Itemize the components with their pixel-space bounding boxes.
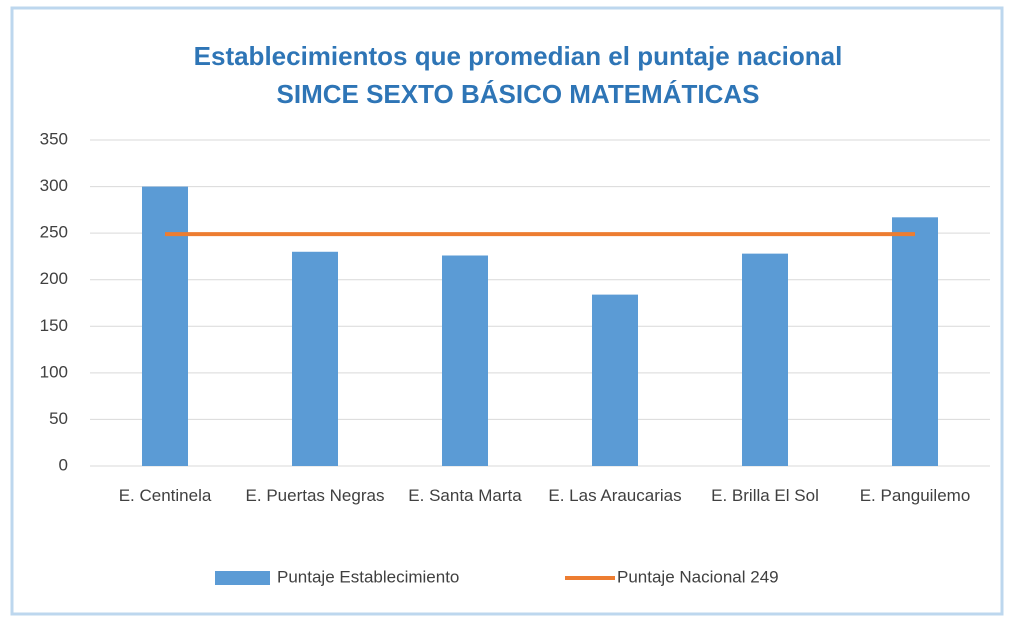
bar (892, 217, 938, 466)
bar (592, 294, 638, 466)
legend-label: Puntaje Nacional 249 (617, 567, 779, 586)
chart-subtitle: SIMCE SEXTO BÁSICO MATEMÁTICAS (277, 79, 760, 109)
bar (292, 251, 338, 466)
y-tick-label: 350 (40, 129, 68, 148)
x-tick-label: E. Las Araucarias (548, 486, 682, 505)
y-tick-label: 50 (49, 409, 68, 428)
chart-title: Establecimientos que promedian el puntaj… (194, 41, 843, 71)
bar (442, 255, 488, 466)
legend-label: Puntaje Establecimiento (277, 567, 459, 586)
chart-border (10, 6, 1004, 616)
bar (742, 253, 788, 466)
y-tick-label: 150 (40, 316, 68, 335)
x-tick-label: E. Panguilemo (859, 486, 971, 505)
y-tick-label: 300 (40, 176, 68, 195)
y-tick-label: 200 (40, 269, 68, 288)
bar (142, 186, 188, 467)
x-tick-label: E. Brilla El Sol (711, 486, 819, 505)
x-tick-label: E. Centinela (118, 486, 212, 505)
x-tick-label: E. Santa Marta (408, 486, 522, 505)
y-tick-label: 0 (59, 455, 68, 474)
legend-swatch (215, 571, 270, 585)
x-tick-label: E. Puertas Negras (245, 486, 385, 505)
y-tick-label: 100 (40, 362, 68, 381)
y-tick-label: 250 (40, 223, 68, 242)
